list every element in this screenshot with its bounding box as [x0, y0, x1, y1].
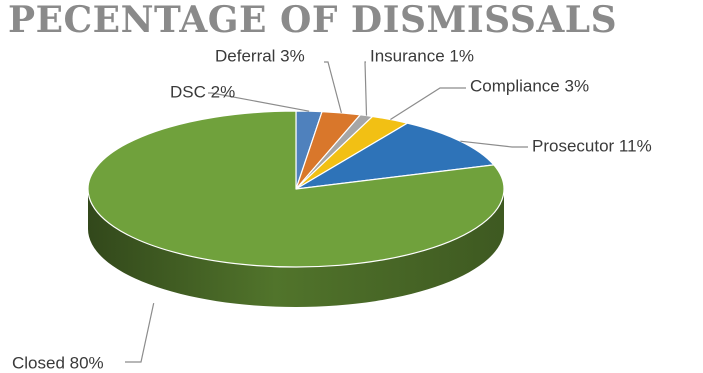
data-label-prosecutor: Prosecutor 11%: [532, 136, 652, 155]
leader-line-closed: [125, 302, 155, 363]
leader-line-dsc: [208, 92, 310, 112]
pie-slice-prosecutor: [295, 122, 495, 190]
pie-side-walls: [88, 189, 504, 307]
leader-line-insurance: [364, 61, 368, 116]
leader-line-deferral: [324, 61, 342, 114]
data-label-compliance: Compliance 3%: [470, 76, 589, 95]
pie-slices: [87, 110, 505, 268]
pie-slice-closed: [87, 110, 505, 268]
data-label-closed: Closed 80%: [12, 353, 104, 372]
data-label-dsc: DSC 2%: [170, 82, 235, 101]
pie-side-closed: [88, 189, 504, 307]
chart-title: PECENTAGE OF DISMISSALS: [8, 0, 618, 41]
data-labels: DSC 2% Deferral 3% Insurance 1% Compliance …: [12, 46, 652, 372]
data-label-insurance: Insurance 1%: [370, 46, 474, 65]
data-label-deferral: Deferral 3%: [215, 46, 305, 65]
leader-line-compliance: [390, 87, 466, 121]
leader-line-prosecutor: [460, 140, 528, 148]
